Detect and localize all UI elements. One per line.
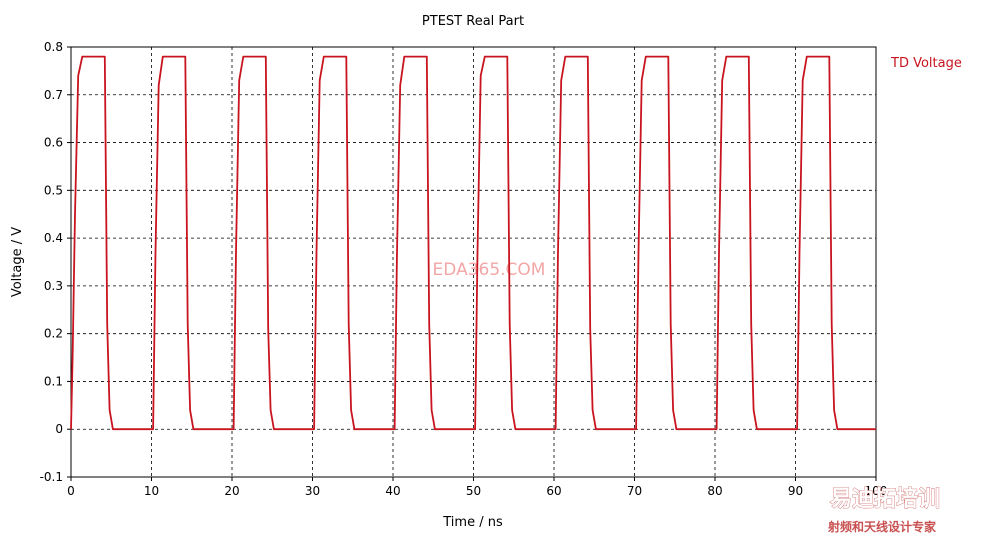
grid xyxy=(71,47,876,477)
x-tick-label: 10 xyxy=(144,484,159,498)
y-tick-label: 0.6 xyxy=(44,136,63,150)
y-tick-label: 0.4 xyxy=(44,231,63,245)
y-axis: -0.1 0 0.1 0.2 0.3 0.4 0.5 0.6 0.7 0.8 xyxy=(40,40,71,484)
x-tick-label: 40 xyxy=(385,484,400,498)
y-axis-title: Voltage / V xyxy=(10,227,25,297)
x-tick-label: 0 xyxy=(67,484,75,498)
y-tick-label: 0 xyxy=(55,422,63,436)
x-tick-label: 70 xyxy=(627,484,642,498)
y-tick-label: 0.2 xyxy=(44,327,63,341)
series-layer xyxy=(70,55,876,431)
x-tick-label: 50 xyxy=(466,484,481,498)
logo-sub-text: 射频和天线设计专家 xyxy=(827,519,937,534)
logo: 易迪拓培训 射频和天线设计专家 xyxy=(827,486,940,534)
x-axis-title: Time / ns xyxy=(442,515,503,530)
x-tick-label: 20 xyxy=(224,484,239,498)
x-axis: 0 10 20 30 40 50 60 70 80 90 100 xyxy=(67,477,887,498)
y-tick-label: 0.3 xyxy=(44,279,63,293)
y-tick-label: -0.1 xyxy=(40,470,63,484)
x-tick-label: 60 xyxy=(546,484,561,498)
x-tick-label: 100 xyxy=(865,484,888,498)
logo-main-text: 易迪拓培训 xyxy=(830,486,940,512)
x-tick-label: 90 xyxy=(788,484,803,498)
y-tick-label: 0.5 xyxy=(44,183,63,197)
legend-entry-td-voltage: TD Voltage xyxy=(890,56,962,71)
watermark: EDA365.COM xyxy=(433,260,546,280)
series-line-td-voltage xyxy=(70,55,876,431)
y-tick-label: 0.1 xyxy=(44,374,63,388)
x-tick-label: 30 xyxy=(305,484,320,498)
chart-title: PTEST Real Part xyxy=(422,14,524,29)
x-tick-label: 80 xyxy=(707,484,722,498)
y-tick-label: 0.7 xyxy=(44,88,63,102)
y-tick-label: 0.8 xyxy=(44,40,63,54)
